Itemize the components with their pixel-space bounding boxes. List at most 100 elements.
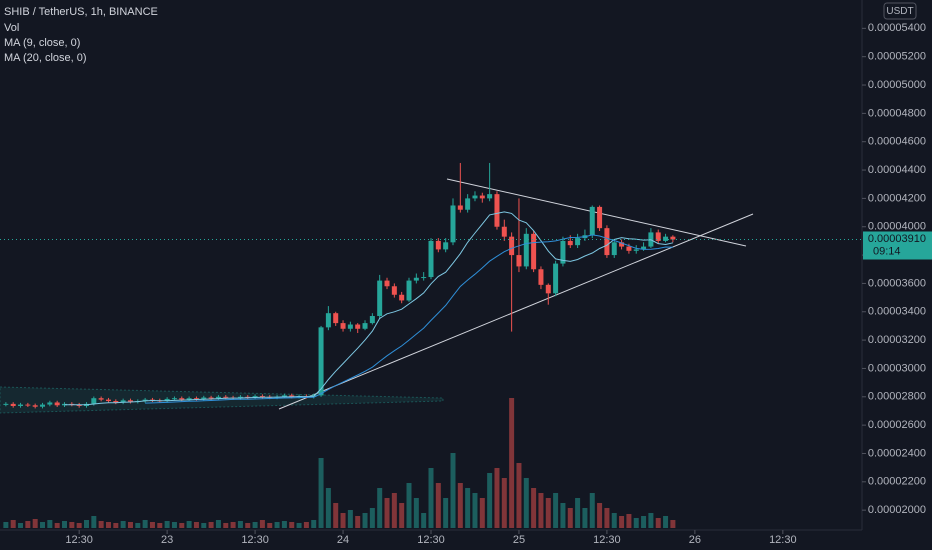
x-tick-label: 23 (161, 534, 173, 546)
volume-bar (120, 521, 126, 528)
volume-bar (347, 510, 353, 528)
y-tick-label: 0.00002800 (868, 391, 926, 403)
volume-bar (523, 478, 529, 528)
volume-bar (83, 520, 89, 528)
volume-bar (149, 522, 155, 528)
volume-bar (91, 516, 97, 528)
volume-bar (626, 514, 632, 528)
y-tick-label: 0.00002000 (868, 504, 926, 516)
volume-bar (567, 508, 573, 528)
volume-bar (179, 523, 185, 528)
last-price-label: 0.00003910 (868, 233, 926, 245)
candle-body (413, 277, 419, 281)
last-price-box (863, 231, 932, 260)
volume-bar (47, 520, 53, 528)
volume-bar (223, 523, 229, 528)
volume-bar (142, 520, 148, 528)
volume-bar (54, 523, 60, 528)
candle-body (545, 284, 551, 294)
candle-body (281, 395, 287, 397)
y-tick-label: 0.00003200 (868, 334, 926, 346)
candle-body (223, 396, 229, 398)
volume-bar (560, 503, 566, 528)
volume-bar (413, 498, 419, 528)
volume-bar (399, 503, 405, 528)
volume-bar (377, 488, 383, 528)
candle-body (384, 280, 390, 287)
candle-body (494, 194, 500, 227)
volume-bar (487, 473, 493, 528)
candle-body (457, 205, 463, 210)
candle-body (450, 205, 456, 243)
volume-bar (318, 458, 324, 528)
y-tick-label: 0.00002600 (868, 419, 926, 431)
currency-label[interactable]: USDT (886, 6, 913, 17)
volume-bar (3, 522, 9, 528)
volume-bar (582, 508, 588, 528)
volume-bar (443, 498, 449, 528)
volume-bar (391, 493, 397, 528)
volume-bar (553, 493, 559, 528)
candle-body (553, 263, 559, 294)
volume-bar (171, 522, 177, 528)
volume-bar (538, 493, 544, 528)
y-tick-label: 0.00002200 (868, 476, 926, 488)
volume-bar (289, 522, 295, 528)
currency-box[interactable] (883, 2, 917, 20)
y-tick-label: 0.00003600 (868, 277, 926, 289)
volume-bar (69, 522, 75, 528)
volume-bar (516, 463, 522, 528)
volume-bar (421, 513, 427, 528)
volume-bar (501, 478, 507, 528)
y-tick-label: 0.00005200 (868, 51, 926, 63)
volume-bar (633, 518, 639, 528)
y-tick-label: 0.00004800 (868, 107, 926, 119)
volume-bar (76, 523, 82, 528)
candle-body (32, 405, 38, 407)
y-tick-label: 0.00003000 (868, 362, 926, 374)
candle-body (560, 240, 566, 264)
volume-bar (311, 520, 317, 528)
candle-body (531, 233, 537, 270)
indicator-label: Vol (4, 22, 19, 34)
candle-body (333, 313, 339, 324)
y-tick-label: 0.00003400 (868, 306, 926, 318)
candle-body (428, 240, 434, 278)
x-tick-label: 25 (513, 534, 525, 546)
candle-body (179, 398, 185, 400)
candle-body (589, 206, 595, 236)
volume-bar (384, 498, 390, 528)
candle-body (54, 402, 60, 406)
candle-body (362, 323, 368, 329)
candle-body (611, 242, 617, 256)
volume-bar (641, 516, 647, 528)
candle-body (318, 327, 324, 396)
volume-bar (303, 522, 309, 528)
volume-bar (230, 522, 236, 528)
candle-body (10, 403, 16, 407)
volume-bar (193, 522, 199, 528)
candle-body (479, 195, 485, 199)
volume-bar (186, 521, 192, 528)
candle-body (501, 226, 507, 237)
volume-bar (201, 523, 207, 528)
candle-body (40, 404, 46, 407)
candle-body (369, 316, 375, 324)
candle-body (98, 398, 104, 400)
volume-bar (333, 503, 339, 528)
candle-body (355, 324, 361, 329)
candle-body (575, 238, 581, 246)
indicator-label: MA (20, close, 0) (4, 52, 87, 64)
x-tick-label: 12:30 (417, 534, 445, 546)
candle-body (377, 280, 383, 317)
volume-bar (457, 483, 463, 528)
volume-bar (325, 488, 331, 528)
trend-line-lower (278, 213, 754, 410)
volume-bar (597, 503, 603, 528)
x-tick-label: 12:30 (241, 534, 269, 546)
x-tick-label: 26 (689, 534, 701, 546)
candle-body (626, 246, 632, 251)
